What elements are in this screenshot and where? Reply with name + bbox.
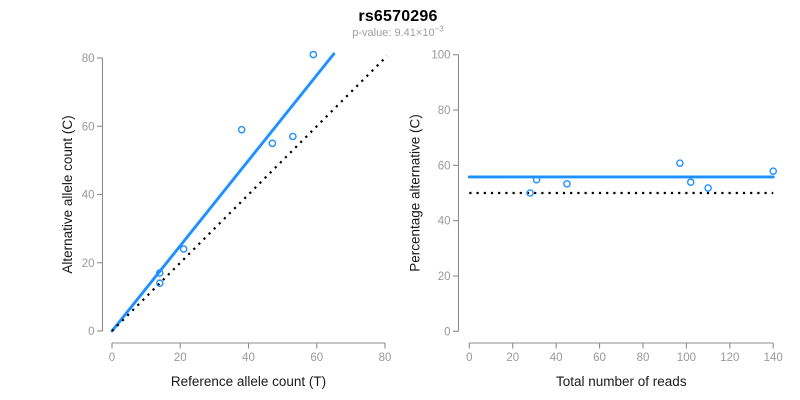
data-point <box>268 139 277 148</box>
y-tick-label: 0 <box>444 326 450 338</box>
x-tick-label: 40 <box>242 352 255 364</box>
data-point <box>155 279 164 288</box>
x-tick-label: 20 <box>506 352 519 364</box>
percentage-vs-reads-plot: 0 20 40 60 80 100 120 140 0 20 40 60 80 100 Total numb… <box>408 50 783 389</box>
data-point <box>155 269 164 277</box>
y-tick-label: 40 <box>438 216 451 228</box>
x-tick-label: 80 <box>637 352 650 364</box>
data-point <box>237 125 246 134</box>
y-tick-label: 40 <box>82 190 95 202</box>
data-point <box>769 167 778 175</box>
x-tick-label: 20 <box>174 352 187 364</box>
y-tick-label: 60 <box>438 160 451 172</box>
data-point <box>686 178 695 187</box>
data-point <box>563 180 571 188</box>
allele-counts-x-axis-title: Reference allele count (T) <box>171 374 326 389</box>
x-tick-label: 60 <box>310 352 323 364</box>
percentage-vs-reads-x-axis-title: Total number of reads <box>556 374 687 389</box>
pvalue-label: p-value: <box>352 27 395 39</box>
data-point <box>526 189 534 197</box>
figure-title: rs6570296 <box>358 8 438 25</box>
x-tick-label: 140 <box>764 352 783 364</box>
data-point <box>179 245 188 253</box>
y-tick-label: 80 <box>438 105 451 117</box>
x-tick-label: 0 <box>109 352 115 364</box>
regression-fit-line <box>110 52 336 333</box>
y-tick-label: 100 <box>431 50 450 62</box>
x-tick-label: 80 <box>379 352 392 364</box>
data-point <box>532 175 541 184</box>
y-tick-label: 20 <box>438 271 451 283</box>
y-tick-label: 20 <box>82 258 95 270</box>
allele-counts-y-axis-title: Alternative allele count (C) <box>60 115 75 273</box>
pvalue-exponent: −3 <box>434 24 444 34</box>
x-tick-label: 100 <box>677 352 696 364</box>
x-tick-label: 0 <box>466 352 472 364</box>
pvalue-mantissa: 9.41 <box>394 27 416 39</box>
y-tick-label: 80 <box>82 53 95 65</box>
x-tick-label: 120 <box>720 352 739 364</box>
percentage-vs-reads-y-axis-title: Percentage alternative (C) <box>408 114 423 272</box>
allele-counts-plot: 0 20 40 60 80 0 20 40 60 80 Reference allele count… <box>60 50 392 389</box>
data-point <box>676 159 684 167</box>
data-point <box>289 132 297 141</box>
x-tick-label: 40 <box>550 352 563 364</box>
figure-subtitle: p-value: 9.41×10−3 <box>0 24 796 39</box>
data-point <box>309 50 318 59</box>
pvalue-base: ×10 <box>415 27 435 39</box>
data-point <box>704 184 712 192</box>
y-tick-label: 0 <box>88 326 94 338</box>
y-tick-label: 60 <box>82 121 95 133</box>
x-tick-label: 60 <box>593 352 606 364</box>
identity-diagonal-line <box>111 55 388 332</box>
